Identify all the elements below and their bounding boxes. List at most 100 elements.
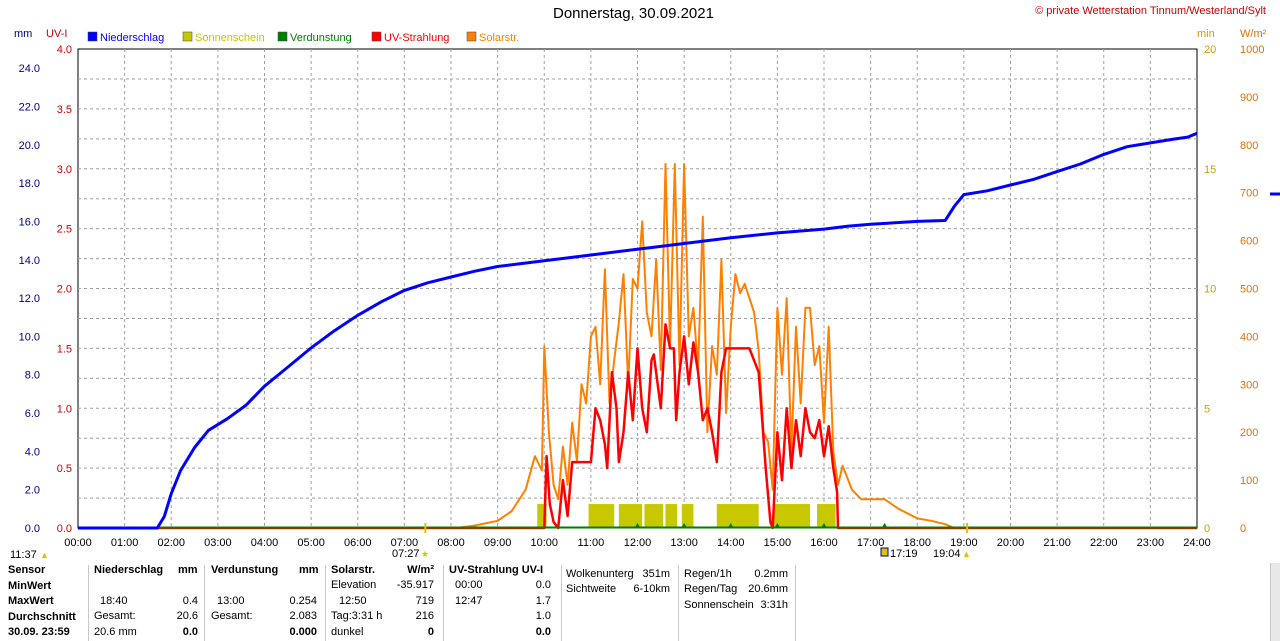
min-tick-label: 20 bbox=[1204, 44, 1216, 56]
uv-axis-label: UV-I bbox=[46, 28, 67, 40]
uv-tick-label: 4.0 bbox=[57, 44, 72, 56]
x-tick-label: 11:00 bbox=[578, 537, 605, 549]
solar-unit: W/m² bbox=[407, 564, 434, 576]
uv-min-time: 00:00 bbox=[455, 579, 483, 591]
stats-row-labels: Sensor MinWert MaxWert Durchschnitt 30.0… bbox=[8, 563, 76, 641]
stats-cloud: Wolkenunterg 351m Sichtweite 6-10km bbox=[566, 563, 672, 603]
rain-unit: mm bbox=[178, 564, 198, 576]
min-tick-label: 0 bbox=[1204, 523, 1210, 535]
legend-label: Verdunstung bbox=[290, 32, 352, 44]
legend-swatch bbox=[182, 31, 193, 42]
stats-evaporation: Verdunstung mm 13:00 0.254 Gesamt: 2.083… bbox=[211, 563, 319, 641]
x-tick-label: 24:00 bbox=[1183, 537, 1211, 549]
sunshine-bar bbox=[618, 504, 643, 528]
x-tick-label: 13:00 bbox=[670, 537, 698, 549]
sunrise-time: 07:27 bbox=[392, 548, 420, 560]
x-tick-label: 14:00 bbox=[717, 537, 745, 549]
uv-tick-label: 0.5 bbox=[57, 463, 72, 475]
sunshine-bar bbox=[665, 504, 678, 528]
x-tick-label: 21:00 bbox=[1043, 537, 1071, 549]
x-tick-label: 00:00 bbox=[64, 537, 92, 549]
sunshine-bar bbox=[681, 504, 694, 528]
sunshine-bar bbox=[537, 504, 547, 528]
mm-tick-label: 4.0 bbox=[25, 446, 40, 458]
sunset-icon: ▲ bbox=[962, 549, 971, 559]
x-tick-label: 10:00 bbox=[530, 537, 558, 549]
x-tick-label: 08:00 bbox=[437, 537, 465, 549]
x-tick-label: 06:00 bbox=[344, 537, 372, 549]
mm-tick-label: 24.0 bbox=[19, 63, 40, 75]
sunshine-bar bbox=[588, 504, 615, 528]
x-tick-label: 22:00 bbox=[1090, 537, 1118, 549]
uv-tick-label: 2.5 bbox=[57, 224, 72, 236]
evaporation-marker bbox=[681, 523, 688, 528]
rain-day-val: 20.6mm bbox=[748, 583, 788, 595]
rain-sum-label: Gesamt: bbox=[94, 610, 136, 622]
min-axis-label: min bbox=[1197, 28, 1215, 40]
x-tick-label: 17:00 bbox=[857, 537, 885, 549]
mm-tick-label: 16.0 bbox=[19, 216, 40, 228]
stats-solar: Solarstr. W/m² Elevation -35.917 12:50 7… bbox=[331, 563, 436, 641]
chart-series bbox=[78, 131, 1198, 530]
x-tick-label: 12:00 bbox=[624, 537, 652, 549]
evap-header: Verdunstung bbox=[211, 564, 279, 576]
evap-max-time: 13:00 bbox=[217, 595, 245, 607]
solar-header: Solarstr. bbox=[331, 564, 376, 576]
stats-rain: Niederschlag mm 18:40 0.4 Gesamt: 20.6 2… bbox=[94, 563, 200, 641]
rain-max-time: 18:40 bbox=[100, 595, 128, 607]
solar-dark-val: 0 bbox=[427, 626, 434, 638]
series-niederschlag-line bbox=[78, 131, 1198, 530]
moon-marker-time: 17:19 bbox=[890, 548, 918, 560]
evap-unit: mm bbox=[299, 564, 319, 576]
mm-tick-label: 18.0 bbox=[19, 178, 40, 190]
rain-last-extra: 0.0 bbox=[182, 626, 198, 638]
sunshine-bar bbox=[716, 504, 759, 528]
mm-tick-label: 6.0 bbox=[25, 408, 40, 420]
moon-marker-icon bbox=[880, 547, 889, 557]
uv-tick-label: 1.5 bbox=[57, 343, 72, 355]
uv-tick-label: 2.0 bbox=[57, 284, 72, 296]
solar-day-val: 216 bbox=[415, 610, 434, 622]
mm-tick-label: 2.0 bbox=[25, 485, 40, 497]
evaporation-marker bbox=[821, 523, 827, 528]
x-tick-label: 05:00 bbox=[297, 537, 325, 549]
evap-sum-label: Gesamt: bbox=[211, 610, 253, 622]
left-marker-icon: ▲ bbox=[40, 550, 49, 560]
x-tick-label: 20:00 bbox=[997, 537, 1025, 549]
uv-max-val: 1.7 bbox=[535, 595, 551, 607]
x-tick-label: 23:00 bbox=[1137, 537, 1165, 549]
weather-chart: 00:00 01:00 02:00 03:00 04:00 05:00 06:00 07:00… bbox=[10, 28, 1280, 561]
sunshine-bar bbox=[772, 504, 811, 528]
stats-label-min: MinWert bbox=[8, 579, 52, 592]
uv-tick-label: 3.5 bbox=[57, 104, 72, 116]
legend-swatch bbox=[277, 31, 288, 42]
mm-tick-label: 20.0 bbox=[19, 140, 40, 152]
mm-tick-label: 22.0 bbox=[19, 101, 40, 113]
vertical-scrollbar[interactable] bbox=[1270, 563, 1280, 641]
uv-min-val: 0.0 bbox=[535, 579, 551, 591]
legend-swatch bbox=[371, 31, 382, 42]
x-tick-label: 01:00 bbox=[111, 537, 139, 549]
stats-label-sensor: Sensor bbox=[8, 564, 46, 576]
chart-labels: 00:00 01:00 02:00 03:00 04:00 05:00 06:00 07:00… bbox=[10, 28, 1280, 561]
wm2-axis-label: W/m² bbox=[1240, 28, 1267, 40]
rain-last-val: 20.6 mm bbox=[94, 626, 137, 638]
mm-tick-label: 14.0 bbox=[19, 255, 40, 267]
cloud-base-val: 351m bbox=[642, 568, 670, 580]
wm2-tick-label: 500 bbox=[1240, 284, 1258, 296]
rain-sum-val: 20.6 bbox=[176, 610, 198, 622]
visibility-val: 6-10km bbox=[633, 583, 670, 595]
x-tick-label: 02:00 bbox=[157, 537, 185, 549]
rain-max-val: 0.4 bbox=[182, 595, 198, 607]
wm2-tick-label: 400 bbox=[1240, 331, 1258, 343]
solar-elevation-val: -35.917 bbox=[396, 579, 434, 591]
rain-day-label: Regen/Tag bbox=[684, 583, 738, 595]
stats-label-max: MaxWert bbox=[8, 595, 54, 607]
wm2-tick-label: 900 bbox=[1240, 92, 1258, 104]
stats-rainrate: Regen/1h 0.2mm Regen/Tag 20.6mm Sonnensc… bbox=[684, 563, 790, 619]
rain-1h-val: 0.2mm bbox=[754, 568, 788, 580]
evaporation-marker bbox=[881, 523, 888, 528]
x-tick-label: 18:00 bbox=[903, 537, 931, 549]
legend-label: Niederschlag bbox=[100, 32, 164, 44]
evap-max-val: 0.254 bbox=[289, 595, 317, 607]
